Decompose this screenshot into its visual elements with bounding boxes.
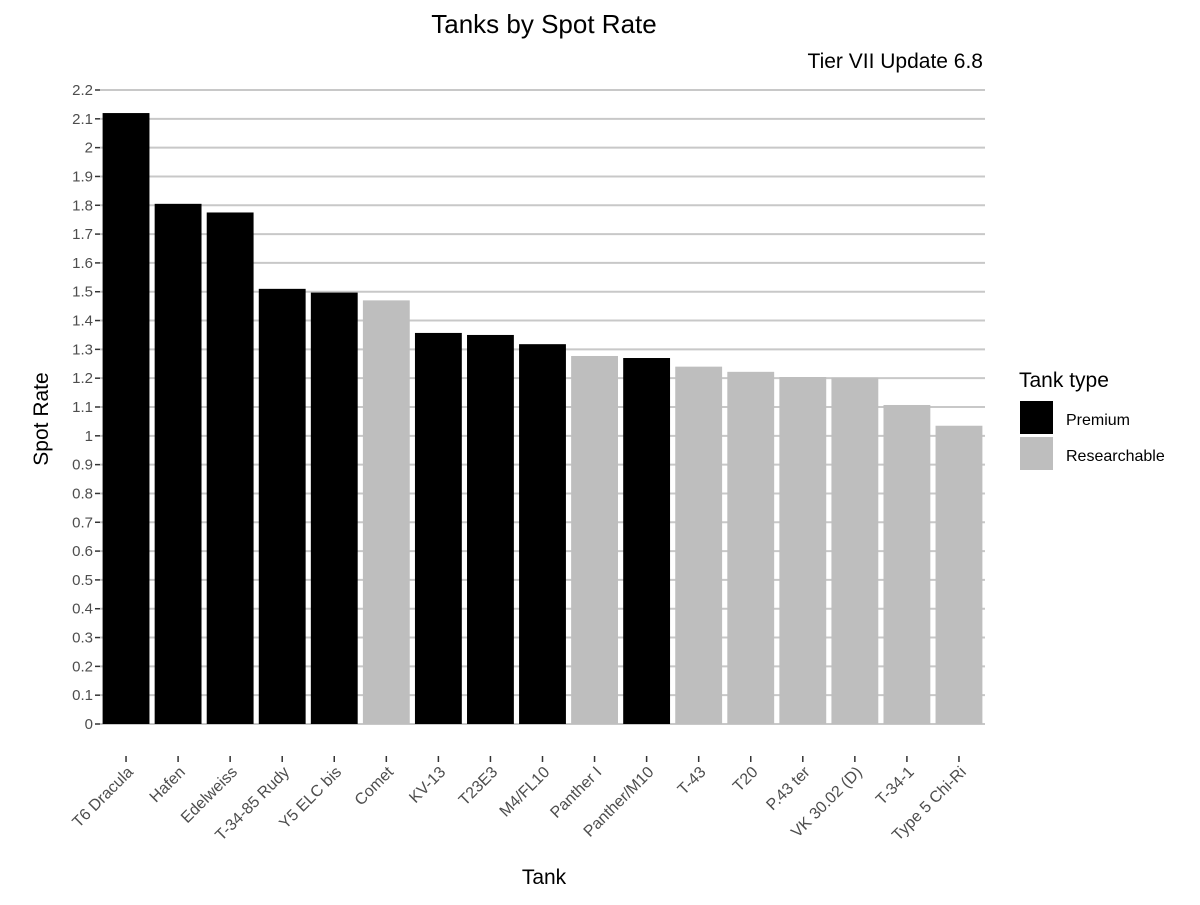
x-tick-label: KV-13 bbox=[406, 764, 449, 807]
bar-vk-30-02-d bbox=[831, 377, 879, 724]
x-axis-title: Tank bbox=[522, 866, 567, 889]
y-tick-label: 1 bbox=[85, 428, 93, 445]
y-tick-label: 1.7 bbox=[72, 226, 93, 243]
bar-panther-m10 bbox=[623, 358, 671, 724]
y-tick-label: 1.8 bbox=[72, 197, 93, 214]
y-axis-title: Spot Rate bbox=[30, 372, 53, 465]
legend-label-premium: Premium bbox=[1066, 412, 1130, 429]
x-tick-label: Hafen bbox=[147, 764, 189, 806]
bar-hafen bbox=[154, 203, 202, 725]
chart-title: Tanks by Spot Rate bbox=[431, 9, 656, 39]
x-tick-label: Comet bbox=[352, 763, 398, 809]
y-tick-label: 1.6 bbox=[72, 255, 93, 272]
y-tick-label: 0 bbox=[85, 716, 93, 733]
bar-t-43 bbox=[675, 366, 723, 724]
x-tick-label: T-34-1 bbox=[873, 764, 918, 809]
bar-m4-fl10 bbox=[519, 344, 566, 724]
y-axis-ticks: 0 0.1 0.2 0.3 0.4 0.5 0.6 0.7 0.8 0.9 1 1.1 1.2 1.3 1.… bbox=[72, 82, 100, 733]
y-tick-label: 1.9 bbox=[72, 168, 93, 185]
y-tick-label: 1.5 bbox=[72, 284, 93, 301]
bar-kv-13 bbox=[414, 332, 462, 724]
legend-swatch-premium bbox=[1020, 401, 1053, 434]
x-tick-label: T20 bbox=[730, 764, 762, 796]
bar-t6-dracula bbox=[102, 113, 150, 724]
y-tick-label: 1.4 bbox=[72, 313, 93, 330]
y-tick-label: 1.1 bbox=[72, 399, 93, 416]
legend-title: Tank type bbox=[1019, 369, 1109, 392]
bar-t-34-85-rudy bbox=[258, 288, 306, 724]
y-tick-label: 2.1 bbox=[72, 111, 93, 128]
x-tick-label: P.43 ter bbox=[763, 763, 814, 814]
y-tick-label: 0.2 bbox=[72, 658, 93, 675]
bar-panther-i bbox=[571, 355, 618, 724]
bar-t20 bbox=[727, 371, 775, 724]
bar-comet bbox=[362, 300, 410, 724]
x-tick-label: T23E3 bbox=[456, 764, 501, 809]
legend-label-researchable: Researchable bbox=[1066, 448, 1165, 465]
legend-swatch-researchable bbox=[1020, 437, 1053, 470]
y-tick-label: 2.2 bbox=[72, 82, 93, 99]
y-tick-label: 0.5 bbox=[72, 572, 93, 589]
y-tick-label: 0.6 bbox=[72, 543, 93, 560]
y-tick-label: 0.8 bbox=[72, 485, 93, 502]
bar-type-5-chi-ri bbox=[935, 425, 983, 724]
bar-t-34-1 bbox=[883, 404, 931, 724]
y-tick-label: 1.2 bbox=[72, 370, 93, 387]
y-tick-label: 0.4 bbox=[72, 601, 93, 618]
y-tick-label: 0.7 bbox=[72, 514, 93, 531]
y-tick-label: 0.9 bbox=[72, 457, 93, 474]
bar-t23e3 bbox=[467, 334, 514, 724]
y-tick-label: 0.1 bbox=[72, 687, 93, 704]
y-tick-label: 2 bbox=[85, 140, 93, 157]
bar-p-43-ter bbox=[779, 377, 827, 724]
bar-y5-elc-bis bbox=[310, 292, 358, 724]
bar-edelweiss bbox=[206, 212, 254, 724]
x-tick-label: T6 Dracula bbox=[70, 764, 137, 831]
x-tick-label: T-43 bbox=[675, 764, 710, 799]
y-tick-label: 1.3 bbox=[72, 341, 93, 358]
legend: Tank type Premium Researchable bbox=[1019, 369, 1165, 470]
bars bbox=[102, 113, 983, 725]
chart-subtitle: Tier VII Update 6.8 bbox=[808, 50, 983, 73]
y-tick-label: 0.3 bbox=[72, 630, 93, 647]
x-tick-label: M4/FL10 bbox=[497, 764, 554, 821]
